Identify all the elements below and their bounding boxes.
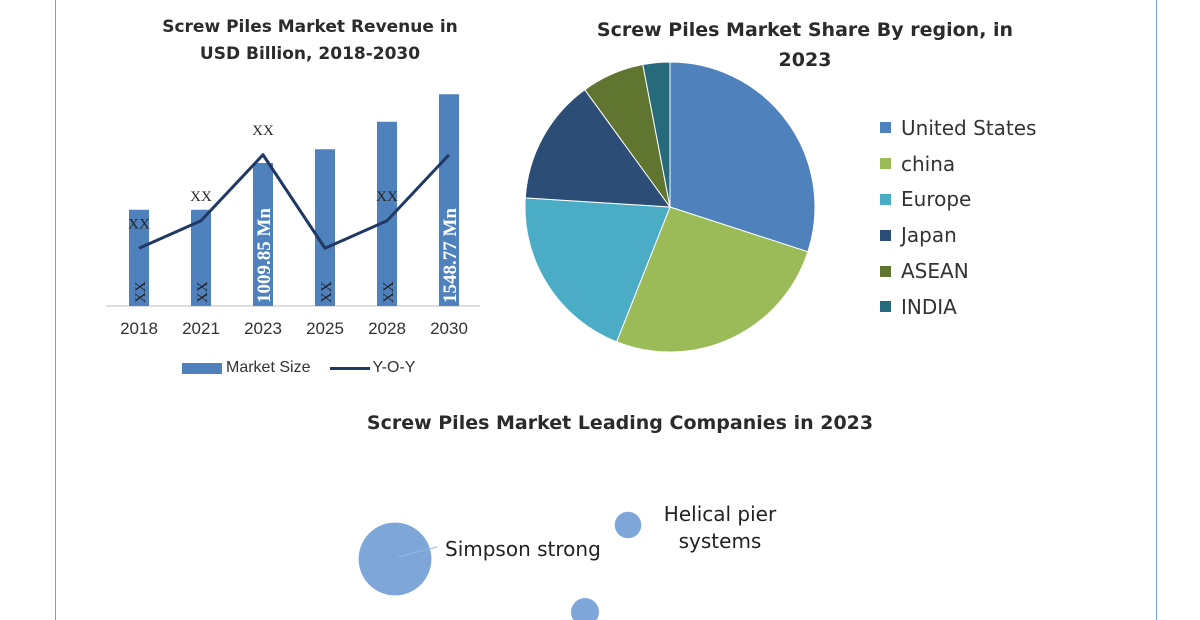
pie-legend-swatch xyxy=(880,158,891,170)
bubble-label-helical-pier-systems: Helical pier systems xyxy=(663,502,777,553)
pie-legend-item-china: china xyxy=(880,146,1036,182)
pie-slice-india xyxy=(642,61,671,208)
bubble-1 xyxy=(358,522,432,596)
pie-legend-item-europe: Europe xyxy=(880,182,1036,218)
bar-data-label-2025: XX xyxy=(319,281,335,303)
bubble-chart-title: Screw Piles Market Leading Companies in … xyxy=(366,412,874,434)
market-size-bar-2030 xyxy=(439,94,459,306)
infographic-frame xyxy=(55,0,1157,620)
x-tick-label-2028: 2028 xyxy=(368,319,406,338)
yoy-data-label-2018: XX xyxy=(128,216,150,232)
pie-legend-swatch xyxy=(880,229,891,241)
x-tick-label-2018: 2018 xyxy=(120,319,158,338)
market-size-bar-2018 xyxy=(129,209,149,306)
market-size-bar-2023 xyxy=(253,163,273,306)
charts-canvas: 2018 XX 2021 XX 2023 1009.85 Mn 2025 XX 2028 XX 20… xyxy=(106,61,816,620)
pie-legend-swatch xyxy=(880,265,891,277)
x-tick-label-2025: 2025 xyxy=(306,319,344,338)
pie-legend-label: china xyxy=(901,151,956,176)
pie-legend-label: United States xyxy=(901,115,1037,140)
yoy-data-label-2021: XX xyxy=(190,189,212,205)
pie-legend-label: Europe xyxy=(901,187,972,212)
bar-data-label-2030: 1548.77 Mn xyxy=(440,208,461,303)
pie-chart-legend: United States china Europe Japan ASEAN INDIA xyxy=(880,110,1036,325)
pie-legend-item-asean: ASEAN xyxy=(880,253,1036,289)
bar-chart-legend: Market Size Y-O-Y xyxy=(182,359,415,377)
pie-legend-swatch xyxy=(880,301,891,313)
bar-data-label-2023: 1009.85 Mn xyxy=(254,208,275,303)
market-size-bar-2028 xyxy=(377,121,397,306)
pie-slice-europe xyxy=(524,197,671,343)
pie-legend-label: Japan xyxy=(901,223,957,248)
x-tick-label-2023: 2023 xyxy=(244,319,282,338)
yoy-legend-label: Y-O-Y xyxy=(372,359,416,376)
bar-data-label-2028: XX xyxy=(381,281,397,303)
market-size-legend-label: Market Size xyxy=(226,359,311,376)
pie-legend-label: INDIA xyxy=(901,294,957,319)
bubble-leader-line xyxy=(397,546,438,558)
market-size-bar-2025 xyxy=(315,149,335,306)
yoy-line xyxy=(138,153,451,250)
pie-legend-item-japan: Japan xyxy=(880,217,1036,253)
bar-data-label-2021: XX xyxy=(195,281,211,303)
pie-slice-china xyxy=(615,206,809,353)
yoy-legend-line xyxy=(330,366,371,370)
market-size-legend-swatch xyxy=(182,362,222,374)
pie-legend-label: ASEAN xyxy=(901,259,969,284)
x-tick-label-2030: 2030 xyxy=(430,319,468,338)
pie-legend-item-india: INDIA xyxy=(880,289,1036,325)
pie-slice-japan xyxy=(524,88,672,208)
bar-data-label-2018: XX xyxy=(133,281,149,303)
pie-chart-title: Screw Piles Market Share By region, in 2… xyxy=(596,19,1014,71)
x-tick-label-2021: 2021 xyxy=(182,319,220,338)
yoy-data-label-2023: XX xyxy=(252,123,274,139)
bubble-label-simpson-strong: Simpson strong xyxy=(445,537,601,561)
pie-legend-item-united-states: United States xyxy=(880,110,1036,146)
bar-chart-title: Screw Piles Market Revenue in USD Billio… xyxy=(162,17,458,64)
market-size-bar-2021 xyxy=(191,209,211,306)
bubble-2 xyxy=(614,511,642,539)
yoy-data-label-2028: XX xyxy=(376,189,398,205)
pie-legend-swatch xyxy=(880,193,891,205)
pie-legend-swatch xyxy=(880,122,891,134)
pie-slice-united-states xyxy=(669,61,816,253)
